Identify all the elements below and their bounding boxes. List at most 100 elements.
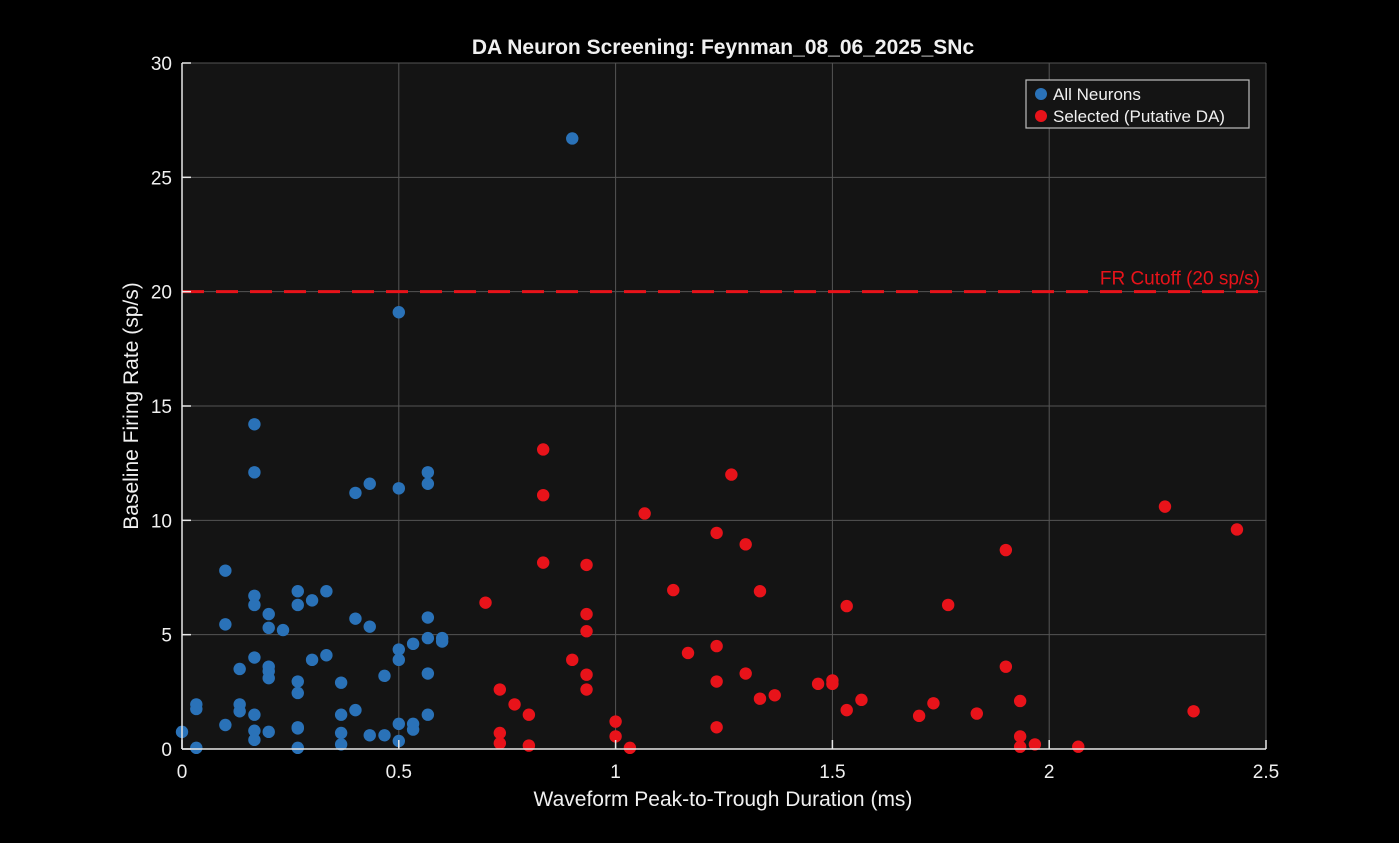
y-axis-label: Baseline Firing Rate (sp/s) [120, 282, 143, 529]
data-point-all-neurons [248, 651, 261, 664]
data-point-all-neurons [320, 649, 333, 662]
x-tick-label: 1.5 [819, 762, 845, 783]
data-point-all-neurons [248, 708, 261, 721]
x-axis-label: Waveform Peak-to-Trough Duration (ms) [534, 788, 913, 811]
data-point-selected [609, 730, 622, 743]
data-point-selected [609, 715, 622, 728]
data-point-selected [536, 443, 550, 456]
data-point-selected [580, 668, 593, 681]
data-point-all-neurons [406, 723, 420, 736]
data-point-all-neurons [392, 643, 405, 656]
data-points [175, 132, 1244, 755]
data-point-selected [493, 683, 507, 696]
x-axis-ticks: 0 0.5 1 1.5 2 2.5 [177, 740, 1279, 783]
data-point-selected [811, 677, 825, 691]
data-point-selected [1187, 705, 1200, 718]
data-point-selected [739, 538, 752, 551]
data-point-all-neurons [291, 675, 304, 688]
legend-box [1025, 79, 1250, 129]
x-tick-label: 1 [610, 762, 621, 783]
data-point-all-neurons [190, 741, 203, 755]
data-point-selected [580, 625, 593, 638]
data-point-selected [710, 639, 723, 653]
data-point-all-neurons [566, 132, 579, 145]
data-point-all-neurons [291, 598, 304, 612]
data-point-all-neurons [262, 621, 275, 635]
data-point-all-neurons [334, 738, 348, 751]
data-point-all-neurons [406, 637, 420, 651]
data-point-all-neurons [291, 686, 304, 700]
data-point-all-neurons [421, 466, 435, 479]
data-point-all-neurons [363, 620, 376, 633]
data-point-selected [508, 698, 521, 711]
data-point-selected [1230, 523, 1244, 536]
data-point-all-neurons [248, 724, 261, 737]
data-point-all-neurons [219, 618, 232, 631]
data-point-selected [1013, 740, 1027, 753]
data-point-selected [1072, 740, 1085, 753]
data-point-selected [999, 543, 1013, 557]
data-point-all-neurons [190, 702, 203, 716]
data-point-all-neurons [334, 676, 348, 689]
data-point-selected [840, 599, 853, 613]
data-point-selected [753, 692, 767, 705]
data-point-selected [941, 598, 955, 612]
legend-marker-all-neurons [1035, 88, 1047, 100]
data-point-all-neurons [378, 669, 391, 683]
fr-cutoff-label: FR Cutoff (20 sp/s) [1100, 269, 1260, 290]
y-tick-label: 15 [151, 397, 172, 418]
data-point-selected [710, 721, 723, 734]
data-point-all-neurons [392, 653, 405, 667]
data-point-all-neurons [233, 662, 246, 676]
data-point-all-neurons [392, 717, 405, 731]
data-point-selected [999, 660, 1013, 673]
data-point-selected [970, 707, 983, 720]
data-point-all-neurons [291, 585, 304, 598]
x-tick-label: 0 [177, 762, 188, 783]
legend-marker-selected [1035, 110, 1047, 122]
data-point-all-neurons [392, 482, 405, 495]
data-point-all-neurons [219, 564, 232, 577]
data-point-all-neurons [363, 477, 376, 490]
data-point-selected [522, 708, 536, 721]
data-point-all-neurons [248, 598, 261, 612]
data-point-all-neurons [248, 589, 261, 602]
data-point-selected [1028, 738, 1042, 751]
data-point-selected [753, 585, 767, 598]
y-tick-label: 20 [151, 283, 172, 304]
data-point-all-neurons [262, 671, 275, 685]
y-axis-ticks: 0 5 10 15 20 25 30 [151, 54, 191, 761]
data-point-all-neurons [248, 466, 261, 479]
data-point-all-neurons [248, 733, 261, 747]
data-point-selected [566, 653, 579, 667]
data-point-all-neurons [421, 708, 435, 721]
data-point-all-neurons [262, 607, 275, 621]
legend-label-all-neurons: All Neurons [1053, 85, 1141, 104]
legend-label-selected: Selected (Putative DA) [1053, 107, 1225, 126]
y-tick-label: 25 [151, 168, 172, 189]
data-point-selected [768, 689, 781, 702]
data-point-all-neurons [421, 611, 435, 624]
data-point-all-neurons [392, 306, 405, 319]
data-point-selected [580, 607, 593, 621]
data-point-all-neurons [233, 705, 246, 718]
data-point-all-neurons [305, 594, 319, 607]
x-tick-label: 2.5 [1253, 762, 1279, 783]
data-point-all-neurons [421, 477, 435, 490]
data-point-all-neurons [334, 708, 348, 721]
data-point-selected [927, 697, 940, 710]
chart-title: DA Neuron Screening: Feynman_08_06_2025_… [472, 36, 975, 59]
data-point-all-neurons [334, 726, 348, 740]
data-point-selected [681, 646, 695, 660]
data-point-all-neurons [421, 631, 435, 645]
data-point-selected [710, 675, 723, 688]
data-point-selected [667, 583, 680, 597]
data-point-selected [580, 683, 593, 696]
data-point-selected [536, 556, 550, 569]
y-tick-label: 5 [161, 626, 172, 647]
data-point-selected [493, 737, 507, 750]
data-point-selected [739, 667, 752, 680]
data-point-all-neurons [262, 725, 275, 739]
data-point-all-neurons [349, 486, 362, 500]
data-point-selected [1158, 500, 1172, 513]
